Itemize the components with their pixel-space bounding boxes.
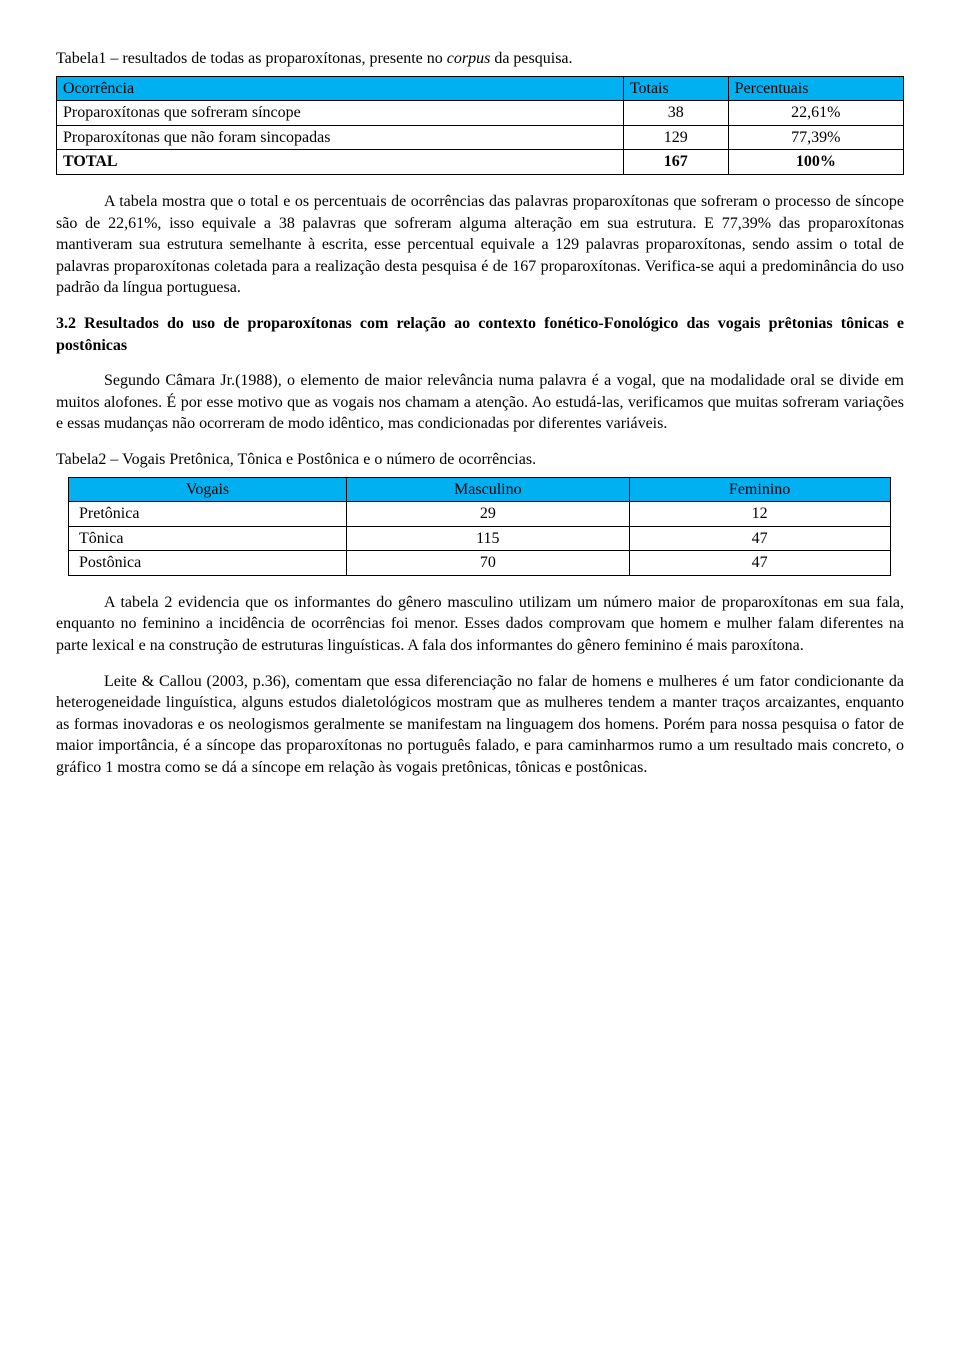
- paragraph-3: A tabela 2 evidencia que os informantes …: [56, 592, 904, 657]
- table2-cell-masc: 70: [346, 551, 629, 576]
- table1-cell-label: Proparoxítonas que não foram sincopadas: [57, 125, 624, 150]
- table1-header-row: Ocorrência Totais Percentuais: [57, 76, 904, 101]
- table2-header-masculino: Masculino: [346, 477, 629, 502]
- paragraph-4: Leite & Callou (2003, p.36), comentam qu…: [56, 671, 904, 779]
- table2-row: Tônica 115 47: [69, 526, 891, 551]
- table1-row-total: TOTAL 167 100%: [57, 150, 904, 175]
- table2-header-vogais: Vogais: [69, 477, 347, 502]
- table1-row: Proparoxítonas que sofreram síncope 38 2…: [57, 101, 904, 126]
- table2-cell-masc: 29: [346, 502, 629, 527]
- table2-cell-fem: 12: [629, 502, 890, 527]
- table2-row: Pretônica 29 12: [69, 502, 891, 527]
- table1-header-percentuais: Percentuais: [728, 76, 903, 101]
- table1-header-ocorrencia: Ocorrência: [57, 76, 624, 101]
- table1-cell-totais: 129: [623, 125, 728, 150]
- table2-cell-fem: 47: [629, 551, 890, 576]
- table1-row: Proparoxítonas que não foram sincopadas …: [57, 125, 904, 150]
- table1-caption-suffix: da pesquisa.: [490, 50, 572, 67]
- table1-cell-label: Proparoxítonas que sofreram síncope: [57, 101, 624, 126]
- table2-caption: Tabela2 – Vogais Pretônica, Tônica e Pos…: [56, 449, 904, 471]
- table1-caption-prefix: Tabela1 – resultados de todas as proparo…: [56, 50, 447, 67]
- table1-cell-total-totais: 167: [623, 150, 728, 175]
- table2-cell-label: Pretônica: [69, 502, 347, 527]
- table2-cell-label: Postônica: [69, 551, 347, 576]
- table2-cell-label: Tônica: [69, 526, 347, 551]
- section-heading-3-2: 3.2 Resultados do uso de proparoxítonas …: [56, 313, 904, 356]
- table2-row: Postônica 70 47: [69, 551, 891, 576]
- paragraph-1: A tabela mostra que o total e os percent…: [56, 191, 904, 299]
- table1-cell-percentuais: 22,61%: [728, 101, 903, 126]
- table2-header-feminino: Feminino: [629, 477, 890, 502]
- table1: Ocorrência Totais Percentuais Proparoxít…: [56, 76, 904, 175]
- table2-cell-masc: 115: [346, 526, 629, 551]
- table1-cell-total-label: TOTAL: [57, 150, 624, 175]
- table2-header-row: Vogais Masculino Feminino: [69, 477, 891, 502]
- table1-cell-totais: 38: [623, 101, 728, 126]
- table1-caption-italic: corpus: [447, 50, 491, 67]
- table1-cell-percentuais: 77,39%: [728, 125, 903, 150]
- table1-cell-total-percentuais: 100%: [728, 150, 903, 175]
- table1-caption: Tabela1 – resultados de todas as proparo…: [56, 48, 904, 70]
- paragraph-2: Segundo Câmara Jr.(1988), o elemento de …: [56, 370, 904, 435]
- table1-header-totais: Totais: [623, 76, 728, 101]
- table2: Vogais Masculino Feminino Pretônica 29 1…: [68, 477, 891, 576]
- table2-cell-fem: 47: [629, 526, 890, 551]
